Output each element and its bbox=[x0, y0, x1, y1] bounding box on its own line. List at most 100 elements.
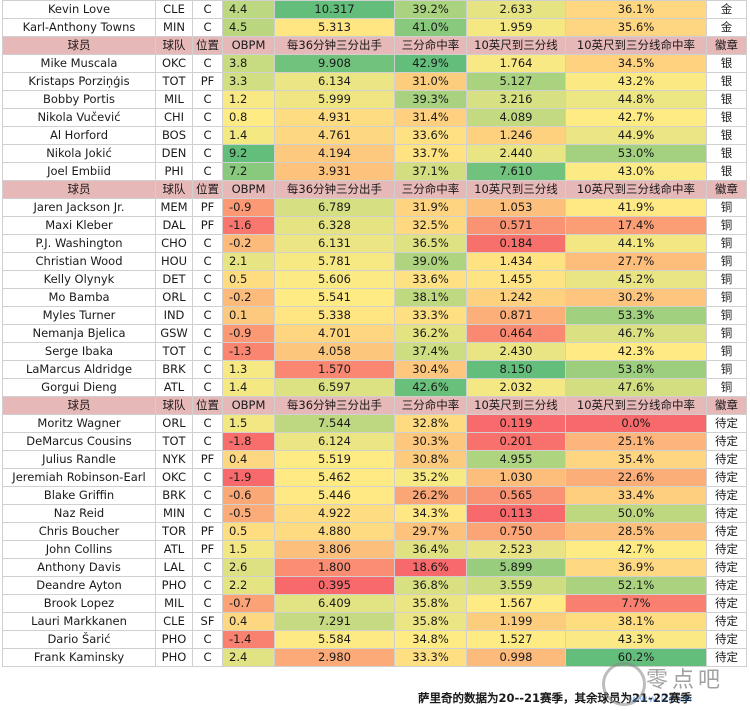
cell-mid-range-pct: 47.6% bbox=[565, 378, 707, 397]
cell-three-pct: 30.8% bbox=[394, 450, 467, 469]
cell-mid-range-attempts: 1.959 bbox=[466, 18, 566, 37]
cell-position: C bbox=[192, 54, 223, 73]
cell-player-name: Mo Bamba bbox=[2, 288, 156, 307]
cell-mid-range-attempts: 4.089 bbox=[466, 108, 566, 127]
cell-team: IND bbox=[155, 306, 193, 325]
cell-obpm: 0.5 bbox=[222, 522, 275, 541]
cell-three-pa-per-36: 3.931 bbox=[274, 162, 395, 181]
table-row: Christian Wood HOU C 2.1 5.781 39.0% 1.434 27.7… bbox=[2, 252, 747, 271]
cell-player-name: Nikola Vučević bbox=[2, 108, 156, 127]
cell-badge: 铜 bbox=[706, 270, 747, 289]
cell-team: NYK bbox=[155, 450, 193, 469]
watermark-text: 零点吧 bbox=[646, 668, 725, 693]
cell-badge: 铜 bbox=[706, 216, 747, 235]
table-row: Frank Kaminsky PHO C 2.4 2.980 33.3% 0.998 60.2… bbox=[2, 648, 747, 667]
column-header-team: 球队 bbox=[155, 36, 193, 55]
cell-obpm: 1.5 bbox=[222, 540, 275, 559]
cell-three-pa-per-36: 0.395 bbox=[274, 576, 395, 595]
cell-team: TOR bbox=[155, 522, 193, 541]
cell-player-name: Nemanja Bjelica bbox=[2, 324, 156, 343]
cell-obpm: -0.2 bbox=[222, 234, 275, 253]
cell-obpm: 0.1 bbox=[222, 306, 275, 325]
cell-three-pct: 34.8% bbox=[394, 630, 467, 649]
table-row: Julius Randle NYK PF 0.4 5.519 30.8% 4.955 35.4… bbox=[2, 450, 747, 469]
table-row: Nemanja Bjelica GSW C -0.9 4.701 36.2% 0.464 46… bbox=[2, 324, 747, 343]
cell-position: PF bbox=[192, 72, 223, 91]
cell-three-pa-per-36: 4.931 bbox=[274, 108, 395, 127]
cell-mid-range-attempts: 1.455 bbox=[466, 270, 566, 289]
cell-mid-range-attempts: 1.053 bbox=[466, 198, 566, 217]
cell-three-pa-per-36: 5.999 bbox=[274, 90, 395, 109]
cell-mid-range-pct: 42.3% bbox=[565, 342, 707, 361]
cell-badge: 待定 bbox=[706, 486, 747, 505]
table-row: Myles Turner IND C 0.1 5.338 33.3% 0.871 53.3% 铜 bbox=[2, 306, 747, 325]
cell-team: MEM bbox=[155, 198, 193, 217]
cell-three-pa-per-36: 5.584 bbox=[274, 630, 395, 649]
cell-three-pa-per-36: 5.338 bbox=[274, 306, 395, 325]
cell-mid-range-attempts: 0.750 bbox=[466, 522, 566, 541]
cell-obpm: -0.6 bbox=[222, 486, 275, 505]
cell-three-pa-per-36: 5.519 bbox=[274, 450, 395, 469]
column-header-position: 位置 bbox=[192, 36, 223, 55]
column-header-mid-range-attempts: 10英尺到三分线 bbox=[466, 180, 566, 199]
table-row: P.J. Washington CHO C -0.2 6.131 36.5% 0.184 44… bbox=[2, 234, 747, 253]
cell-mid-range-attempts: 8.150 bbox=[466, 360, 566, 379]
cell-three-pa-per-36: 4.922 bbox=[274, 504, 395, 523]
header-row: 球员 球队 位置 OBPM 每36分钟三分出手 三分命中率 10英尺到三分线 10英尺到三分线… bbox=[2, 180, 747, 199]
column-header-three-pa-per-36: 每36分钟三分出手 bbox=[274, 396, 395, 415]
cell-three-pct: 18.6% bbox=[394, 558, 467, 577]
cell-mid-range-attempts: 5.127 bbox=[466, 72, 566, 91]
cell-badge: 待定 bbox=[706, 540, 747, 559]
cell-team: BRK bbox=[155, 486, 193, 505]
cell-three-pct: 36.5% bbox=[394, 234, 467, 253]
cell-three-pct: 31.9% bbox=[394, 198, 467, 217]
cell-position: C bbox=[192, 144, 223, 163]
table-row: Kevin Love CLE C 4.4 10.317 39.2% 2.633 36.1% 金 bbox=[2, 0, 747, 19]
cell-mid-range-attempts: 1.764 bbox=[466, 54, 566, 73]
table-row: Nikola Vučević CHI C 0.8 4.931 31.4% 4.089 42.7… bbox=[2, 108, 747, 127]
cell-badge: 银 bbox=[706, 162, 747, 181]
cell-player-name: Lauri Markkanen bbox=[2, 612, 156, 631]
table-row: DeMarcus Cousins TOT C -1.8 6.124 30.3% 0.201 2… bbox=[2, 432, 747, 451]
column-header-player-name: 球员 bbox=[2, 36, 156, 55]
cell-mid-range-pct: 33.4% bbox=[565, 486, 707, 505]
table-row: Kelly Olynyk DET C 0.5 5.606 33.6% 1.455 45.2% 铜 bbox=[2, 270, 747, 289]
cell-three-pct: 31.0% bbox=[394, 72, 467, 91]
cell-obpm: 0.8 bbox=[222, 108, 275, 127]
column-header-position: 位置 bbox=[192, 396, 223, 415]
cell-obpm: 4.4 bbox=[222, 0, 275, 19]
cell-three-pct: 37.1% bbox=[394, 162, 467, 181]
cell-obpm: -1.9 bbox=[222, 468, 275, 487]
cell-mid-range-attempts: 1.030 bbox=[466, 468, 566, 487]
cell-player-name: Nikola Jokić bbox=[2, 144, 156, 163]
cell-three-pct: 32.5% bbox=[394, 216, 467, 235]
column-header-obpm: OBPM bbox=[222, 180, 275, 199]
cell-team: PHI bbox=[155, 162, 193, 181]
table-row: Chris Boucher TOR PF 0.5 4.880 29.7% 0.750 28.5… bbox=[2, 522, 747, 541]
cell-player-name: Maxi Kleber bbox=[2, 216, 156, 235]
cell-three-pct: 30.4% bbox=[394, 360, 467, 379]
cell-mid-range-attempts: 4.955 bbox=[466, 450, 566, 469]
cell-mid-range-attempts: 2.523 bbox=[466, 540, 566, 559]
cell-position: C bbox=[192, 288, 223, 307]
cell-player-name: Frank Kaminsky bbox=[2, 648, 156, 667]
cell-player-name: Brook Lopez bbox=[2, 594, 156, 613]
cell-mid-range-attempts: 0.871 bbox=[466, 306, 566, 325]
column-header-obpm: OBPM bbox=[222, 36, 275, 55]
cell-mid-range-attempts: 1.567 bbox=[466, 594, 566, 613]
cell-three-pa-per-36: 9.908 bbox=[274, 54, 395, 73]
column-header-player-name: 球员 bbox=[2, 396, 156, 415]
cell-three-pct: 32.8% bbox=[394, 414, 467, 433]
cell-position: C bbox=[192, 468, 223, 487]
cell-three-pct: 35.8% bbox=[394, 594, 467, 613]
header-row: 球员 球队 位置 OBPM 每36分钟三分出手 三分命中率 10英尺到三分线 10英尺到三分线… bbox=[2, 396, 747, 415]
table-row: Karl-Anthony Towns MIN C 4.5 5.313 41.0% 1.959… bbox=[2, 18, 747, 37]
table-row: Anthony Davis LAL C 2.6 1.800 18.6% 5.899 36.9%… bbox=[2, 558, 747, 577]
cell-three-pct: 33.7% bbox=[394, 144, 467, 163]
cell-team: PHO bbox=[155, 576, 193, 595]
column-header-three-pa-per-36: 每36分钟三分出手 bbox=[274, 180, 395, 199]
cell-obpm: 9.2 bbox=[222, 144, 275, 163]
cell-team: TOT bbox=[155, 72, 193, 91]
cell-three-pa-per-36: 5.446 bbox=[274, 486, 395, 505]
cell-mid-range-attempts: 1.527 bbox=[466, 630, 566, 649]
